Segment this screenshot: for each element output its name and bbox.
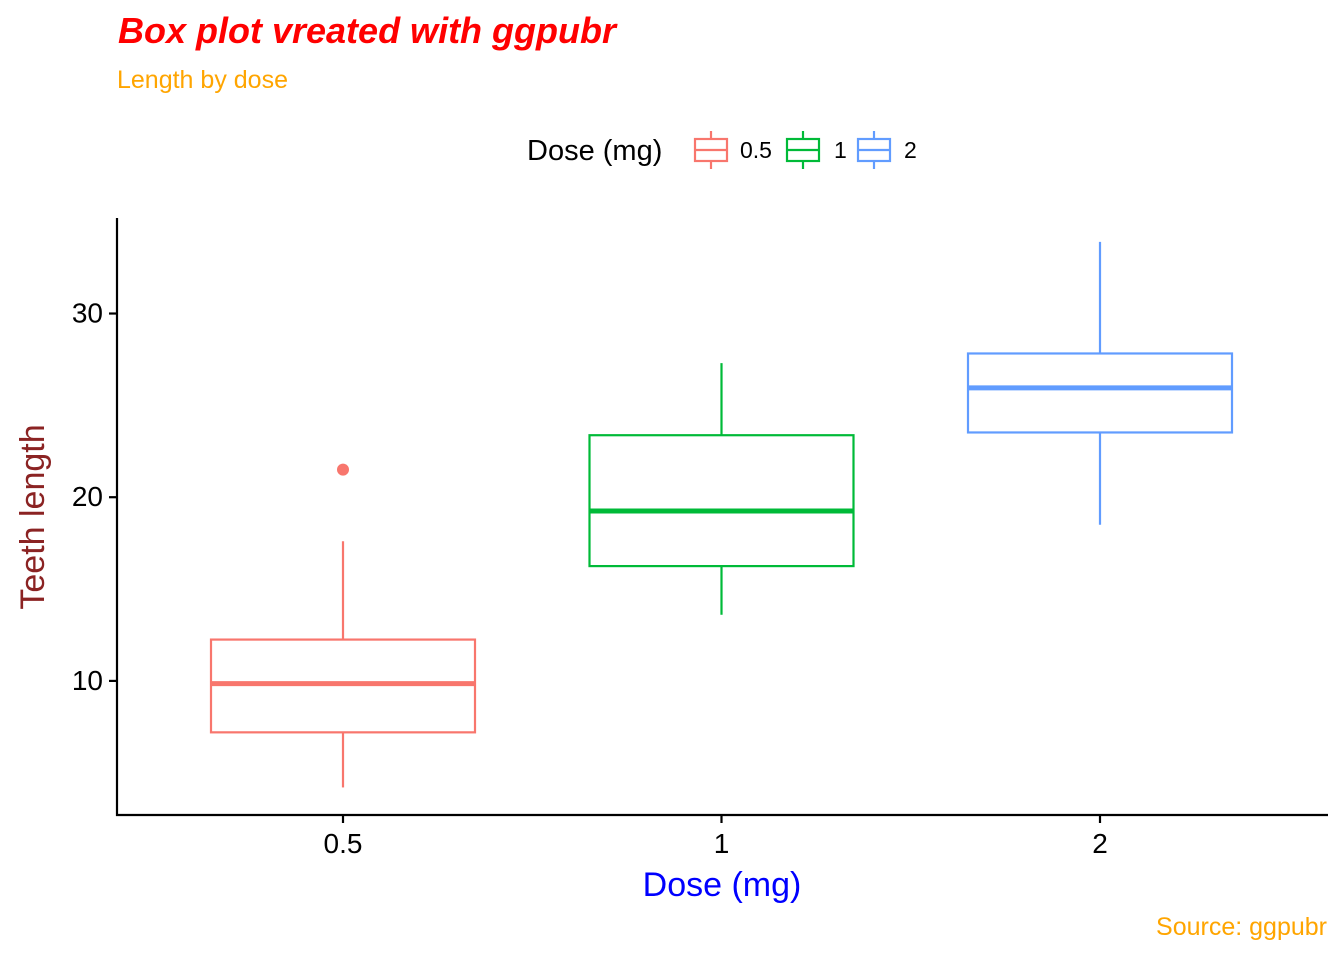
- legend-item-0.5: 0.5: [693, 131, 772, 169]
- legend-label: 0.5: [740, 137, 772, 163]
- y-axis-label: Teeth length: [14, 424, 52, 609]
- legend: Dose (mg) 0.5 1 2: [527, 131, 917, 169]
- legend-item-1: 1: [785, 131, 847, 169]
- box-body: [588, 434, 855, 568]
- outlier-point: [337, 463, 349, 476]
- legend-label: 1: [834, 137, 847, 163]
- x-axis-ticks: 0.5 1 2: [324, 815, 1108, 859]
- chart-caption: Source: ggpubr: [1156, 913, 1327, 941]
- x-axis-label: Dose (mg): [643, 866, 802, 904]
- legend-label: 2: [904, 137, 917, 163]
- chart-subtitle: Length by dose: [117, 66, 288, 94]
- box-2: [966, 241, 1234, 525]
- box-body: [966, 352, 1234, 434]
- legend-title: Dose (mg): [527, 135, 662, 167]
- y-tick-label: 10: [72, 665, 103, 696]
- box-1: [588, 363, 855, 615]
- y-tick-label: 30: [72, 298, 103, 329]
- plot-area: [209, 241, 1234, 788]
- x-tick-label: 1: [714, 828, 730, 859]
- chart-title: Box plot vreated with ggpubr: [118, 10, 617, 51]
- y-axis-ticks: 10 20 30: [72, 298, 117, 696]
- x-tick-label: 0.5: [324, 828, 363, 859]
- box-0.5: [209, 463, 477, 788]
- x-tick-label: 2: [1092, 828, 1108, 859]
- legend-item-2: 2: [856, 131, 917, 169]
- y-tick-label: 20: [72, 481, 103, 512]
